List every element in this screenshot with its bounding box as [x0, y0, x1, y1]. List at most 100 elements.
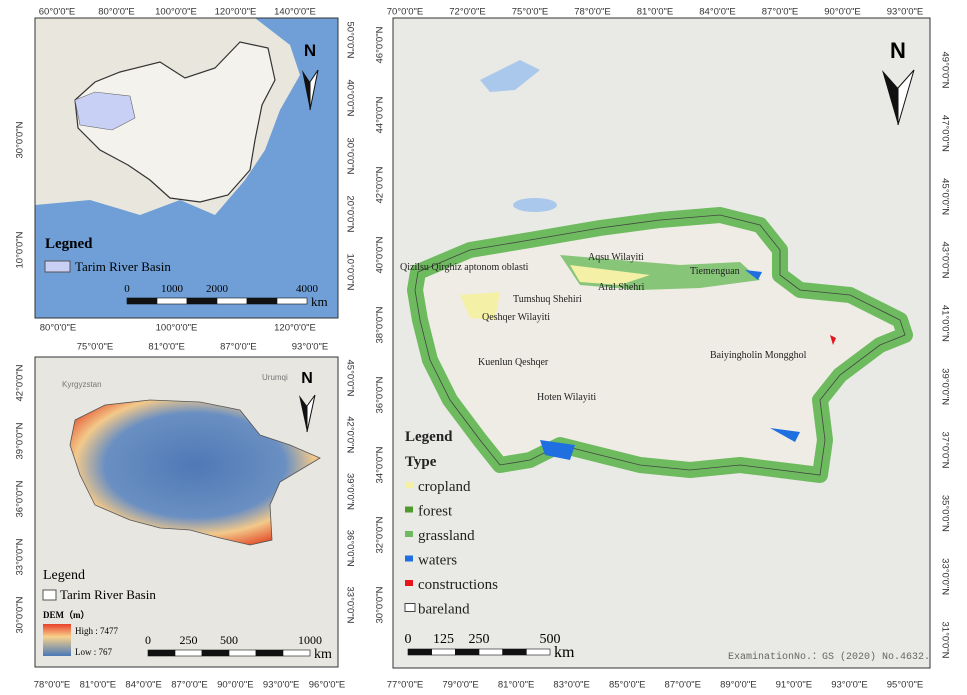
coordinate-label: 72°0'0"E: [449, 7, 485, 18]
coordinate-label: 45°0'0"N: [939, 178, 950, 215]
coordinate-label: 91°0'0"E: [776, 680, 812, 691]
coordinate-label: 31°0'0"N: [939, 622, 950, 659]
coordinate-label: 30°0'0"N: [15, 596, 26, 633]
coordinate-label: 87°0'0"E: [171, 680, 207, 691]
coordinate-label: 46°0'0"N: [375, 26, 386, 63]
scale-label: 500: [220, 633, 238, 647]
tarim-basin: [74, 91, 136, 131]
coordinate-label: 87°0'0"E: [220, 342, 256, 353]
coordinate-label: 80°0'0"E: [98, 7, 134, 18]
scale-segment: [186, 297, 218, 305]
coordinate-label: 90°0'0"E: [824, 7, 860, 18]
scale-label: 0: [405, 632, 412, 647]
coordinate-label: 41°0'0"N: [939, 305, 950, 342]
legend-item: cropland: [418, 479, 471, 495]
coordinate-label: 49°0'0"N: [939, 52, 950, 89]
scale-segment: [502, 648, 527, 656]
scale-segment: [201, 649, 230, 657]
coordinate-label: 39°0'0"N: [15, 422, 26, 459]
scale-segment: [126, 297, 158, 305]
scale-segment: [282, 649, 311, 657]
legend-item: waters: [418, 553, 457, 569]
region-label: Qeshqer Wilayiti: [482, 312, 550, 323]
legend-title: Legend: [405, 429, 453, 445]
coordinate-label: 35°0'0"N: [939, 495, 950, 532]
place-label: Urumqi: [262, 373, 288, 382]
north-arrow: N: [882, 38, 915, 126]
scale-label: 0: [124, 283, 130, 295]
coordinate-label: 39°0'0"N: [344, 473, 355, 510]
coordinate-label: 20°0'0"N: [344, 196, 355, 233]
coordinate-label: 77°0'0"E: [387, 680, 423, 691]
region-label: Aqsu Wilayiti: [588, 252, 644, 263]
coordinate-label: 30°0'0"N: [344, 138, 355, 175]
coordinate-label: 140°0'0"E: [274, 7, 316, 18]
north-label: N: [301, 370, 313, 387]
scale-label: 0: [145, 633, 151, 647]
legend-title: Legend: [43, 568, 85, 583]
scale-unit: km: [311, 294, 328, 309]
scale-label: 4000: [296, 283, 319, 295]
coordinate-label: 81°0'0"E: [637, 7, 673, 18]
coordinate-label: 30°0'0"N: [375, 586, 386, 623]
coordinate-label: 40°0'0"N: [375, 236, 386, 273]
scale-segment: [431, 648, 456, 656]
coordinate-label: 50°0'0"N: [344, 22, 355, 59]
coordinate-label: 78°0'0"E: [34, 680, 70, 691]
scale-label: 500: [540, 632, 561, 647]
legend-item: Tarim River Basin: [60, 587, 156, 602]
legend-swatch: [405, 482, 413, 488]
region-label: Tumshuq Shehiri: [513, 294, 582, 305]
cropland-patch: [460, 265, 650, 320]
coordinate-label: 81°0'0"E: [80, 680, 116, 691]
legend-swatch: [405, 580, 413, 586]
coordinate-labels: 60°0'0"E 80°0'0"E 100°0'0"E 120°0'0"E 140°0'…: [15, 7, 951, 691]
frame: [392, 17, 931, 669]
legend-item: Tarim River Basin: [75, 259, 171, 274]
coordinate-label: 10°0'0"N: [344, 254, 355, 291]
coordinate-label: 75°0'0"E: [512, 7, 548, 18]
overview-map: N Legned Tarim River Basin: [34, 17, 339, 319]
legend-swatch: [405, 506, 413, 513]
coordinate-label: 38°0'0"N: [375, 306, 386, 343]
dem-high: High : 7477: [75, 626, 119, 636]
legend-item: forest: [418, 504, 453, 520]
legend-type-title: Type: [405, 454, 437, 470]
region-label: Aral Shehri: [598, 282, 645, 293]
coordinate-label: 87°0'0"E: [762, 7, 798, 18]
scale-segment: [276, 297, 308, 305]
scale-label: 1000: [298, 633, 322, 647]
landuse-map: N Qizilsu Qirghiz aptonom oblasti Aqsu W…: [392, 17, 931, 669]
north-arrow: N: [299, 370, 316, 433]
coordinate-label: 81°0'0"E: [148, 342, 184, 353]
coordinate-label: 37°0'0"N: [939, 432, 950, 469]
legend-swatch: [404, 603, 416, 612]
region-labels: Qizilsu Qirghiz aptonom oblasti Aqsu Wil…: [400, 252, 807, 403]
coordinate-label: 10°0'0"N: [15, 231, 26, 268]
coordinate-label: 30°0'0"N: [15, 121, 26, 158]
coordinate-label: 93°0'0"E: [831, 680, 867, 691]
coordinate-label: 93°0'0"E: [887, 7, 923, 18]
coordinate-label: 100°0'0"E: [155, 7, 197, 18]
coordinate-label: 42°0'0"N: [375, 166, 386, 203]
coordinate-label: 36°0'0"N: [375, 376, 386, 413]
scale-segment: [255, 649, 284, 657]
legend-swatch: [42, 589, 57, 601]
examination-number: ExaminationNo.：GS (2020) No.4632.: [728, 651, 930, 663]
scale-segment: [174, 649, 203, 657]
coordinate-label: 70°0'0"E: [387, 7, 423, 18]
north-arrow: N: [302, 41, 319, 111]
coordinate-label: 89°0'0"E: [720, 680, 756, 691]
legend-items: cropland forest grassland waters constructio…: [404, 479, 498, 618]
region-label: Kuenlun Qeshqer: [478, 357, 549, 368]
coordinate-label: 120°0'0"E: [215, 7, 257, 18]
coordinate-label: 80°0'0"E: [40, 323, 76, 334]
coordinate-label: 32°0'0"N: [375, 516, 386, 553]
scale-label: 1000: [161, 283, 184, 295]
coordinate-label: 43°0'0"N: [939, 242, 950, 279]
scale-label: 250: [180, 633, 198, 647]
place-label: Kyrgyzstan: [62, 380, 102, 389]
legend-item: constructions: [418, 577, 498, 593]
coordinate-label: 45°0'0"N: [344, 360, 355, 397]
